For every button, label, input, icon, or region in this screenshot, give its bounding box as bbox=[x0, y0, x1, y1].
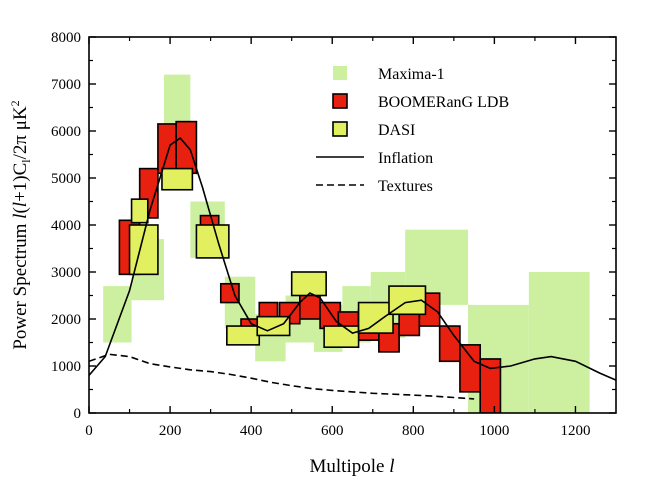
dasi-box-3 bbox=[195, 224, 230, 259]
boomerang-ldb-box-18 bbox=[479, 358, 502, 413]
y-axis-title: Power Spectrum l(l+1)Cl/2π μK2 bbox=[8, 100, 33, 349]
y-tick-label-0: 0 bbox=[74, 406, 82, 422]
legend-swatch-maxima-1 bbox=[333, 66, 347, 80]
theory-curves bbox=[89, 137, 616, 400]
boomerang-ldb-box-17 bbox=[459, 344, 481, 393]
legend-label-boomerang-ldb: BOOMERanG LDB bbox=[378, 94, 509, 111]
boomerang-ldb-box-3 bbox=[175, 120, 198, 175]
x-axis-title: Multipole l bbox=[310, 456, 395, 477]
y-axis: 0 1000 2000 3000 4000 5000 6000 7000 8000 bbox=[51, 30, 616, 422]
legend-swatch-boomerang-ldb bbox=[332, 93, 348, 109]
y-tick-label-6000: 6000 bbox=[51, 124, 81, 140]
x-tick-label-400: 400 bbox=[240, 423, 263, 439]
dasi-box-7 bbox=[323, 325, 360, 348]
maxima-1-box-12 bbox=[528, 272, 590, 413]
y-tick-label-5000: 5000 bbox=[51, 171, 81, 187]
boomerang-ldb-box-10 bbox=[319, 301, 342, 330]
y-tick-label-4000: 4000 bbox=[51, 218, 81, 234]
maxima-1-box-0 bbox=[103, 286, 132, 343]
x-axis: 0 200 400 600 800 1000 1200 bbox=[85, 37, 590, 439]
inflation-curve bbox=[89, 137, 616, 381]
dasi-box-8 bbox=[357, 301, 394, 334]
dasi-box-1 bbox=[130, 198, 149, 224]
dasi-box-5 bbox=[256, 315, 291, 337]
dasi-box-4 bbox=[226, 325, 261, 346]
boomerang-ldb-box-5 bbox=[219, 282, 240, 304]
y-tick-label-7000: 7000 bbox=[51, 77, 81, 93]
x-tick-label-800: 800 bbox=[402, 423, 425, 439]
textures-curve bbox=[89, 353, 475, 400]
legend-swatch-dasi bbox=[332, 121, 348, 137]
y-tick-label-2000: 2000 bbox=[51, 312, 81, 328]
x-tick-label-1000: 1000 bbox=[479, 423, 509, 439]
y-tick-label-8000: 8000 bbox=[51, 30, 81, 46]
y-tick-label-1000: 1000 bbox=[51, 359, 81, 375]
x-tick-label-600: 600 bbox=[321, 423, 344, 439]
legend-label-textures: Textures bbox=[378, 178, 433, 195]
boomerang-ldb-box-2 bbox=[157, 123, 177, 175]
dasi-box-2 bbox=[161, 167, 194, 191]
legend-label-dasi: DASI bbox=[378, 122, 415, 139]
legend: Maxima-1 BOOMERanG LDB DASI Inflation Textur… bbox=[316, 66, 509, 195]
legend-label-maxima-1: Maxima-1 bbox=[378, 66, 445, 83]
dasi-box-6 bbox=[290, 271, 327, 297]
y-tick-label-3000: 3000 bbox=[51, 265, 81, 281]
x-tick-label-0: 0 bbox=[85, 423, 93, 439]
boomerang-ldb-box-16 bbox=[438, 325, 461, 363]
x-tick-label-1200: 1200 bbox=[560, 423, 590, 439]
legend-label-inflation: Inflation bbox=[378, 150, 433, 167]
x-tick-label-200: 200 bbox=[159, 423, 182, 439]
